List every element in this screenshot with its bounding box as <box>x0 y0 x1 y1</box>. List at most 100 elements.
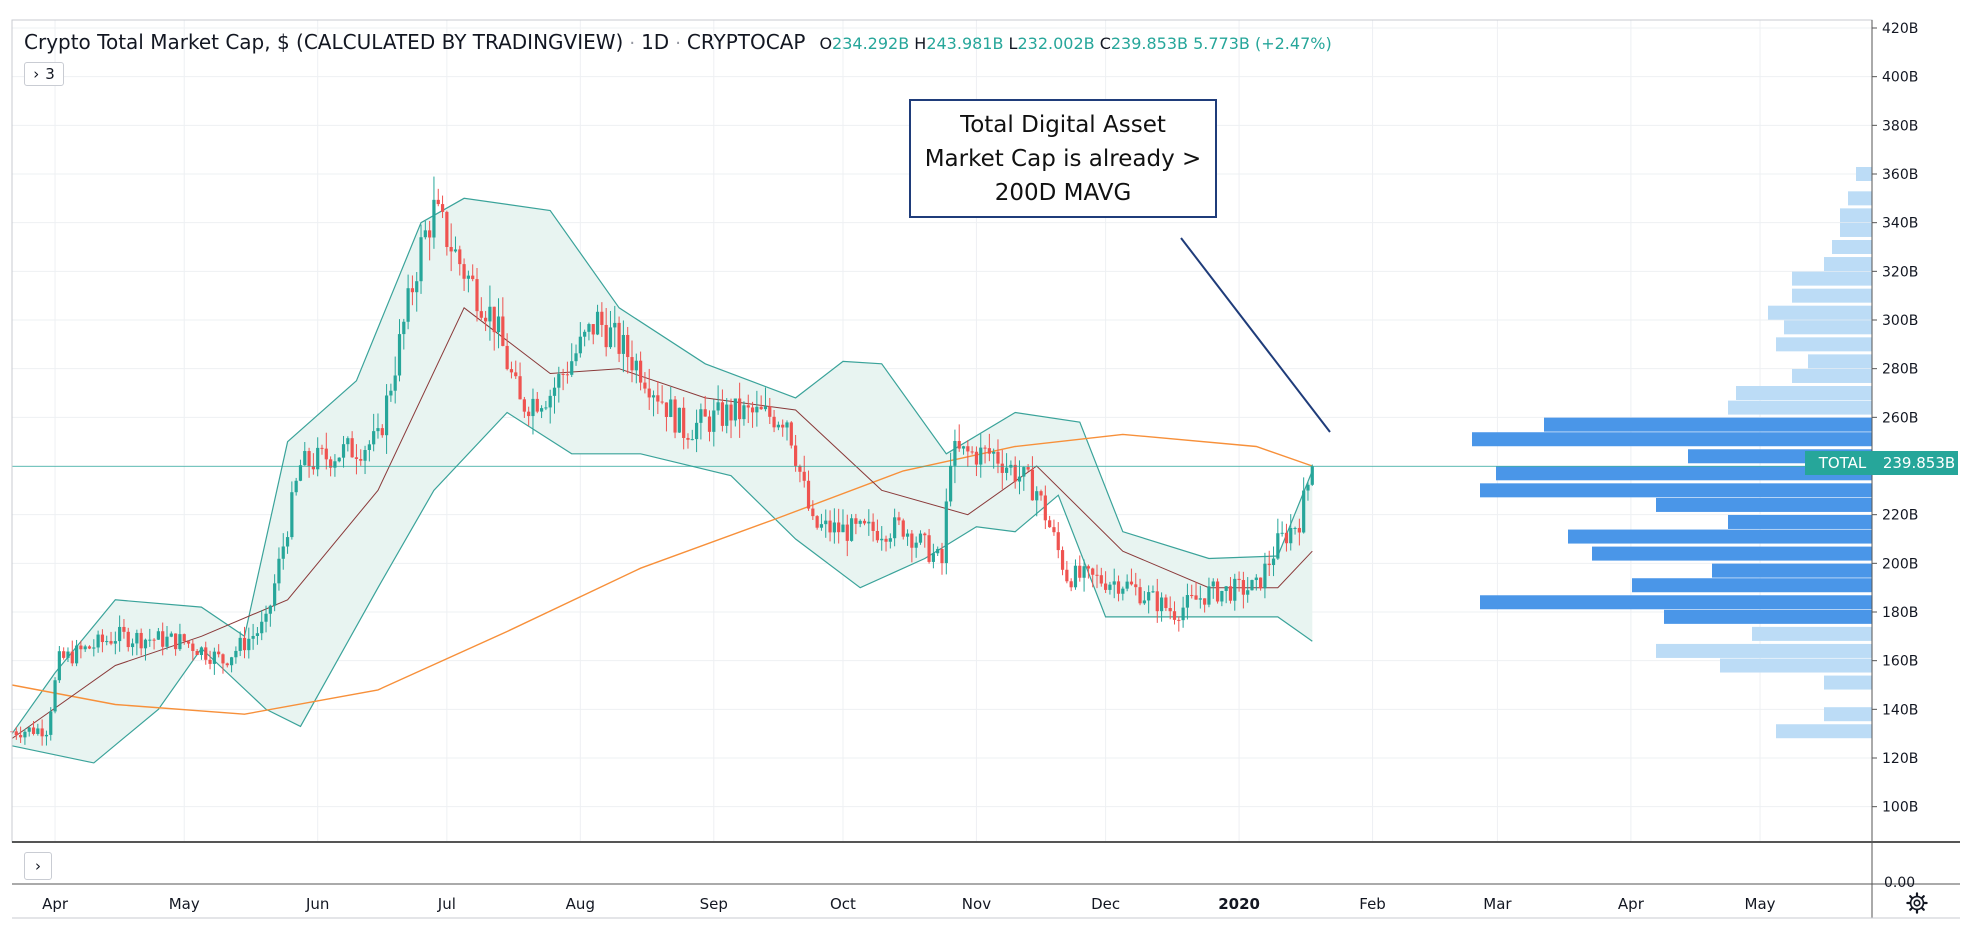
candle-body <box>910 533 914 548</box>
candle-body <box>944 501 948 564</box>
chart-settings-button[interactable] <box>1902 888 1932 918</box>
volume-profile-bar <box>1792 271 1872 286</box>
candle-body <box>350 438 354 458</box>
candle-body <box>423 230 427 238</box>
candle-body <box>914 542 918 548</box>
candle-body <box>363 450 367 461</box>
high-label: H <box>914 34 927 53</box>
high-value: 243.981B <box>926 34 1004 53</box>
candle-body <box>837 522 841 533</box>
last-price-tag: 239.853B <box>1880 451 1958 475</box>
candle-body <box>380 428 384 436</box>
candle-body <box>505 345 509 370</box>
candle-body <box>1035 491 1039 501</box>
candle-body <box>496 316 501 333</box>
candle-body <box>1181 607 1185 621</box>
candle-body <box>354 457 359 459</box>
volume-profile-bar <box>1824 257 1872 272</box>
volume-profile-bar <box>1544 417 1872 432</box>
close-value: 239.853B <box>1110 34 1189 53</box>
x-tick-label: Apr <box>1618 895 1645 913</box>
candle-body <box>1125 581 1129 589</box>
annotation-callout[interactable]: Total Digital Asset Market Cap is alread… <box>909 99 1217 218</box>
candle-body <box>1246 590 1250 595</box>
candle-body <box>918 533 923 543</box>
candle-body <box>707 416 712 432</box>
candle-body <box>1060 550 1065 570</box>
candle-body <box>1065 569 1069 582</box>
volume-profile-bar <box>1664 609 1872 624</box>
candle-body <box>1198 598 1202 600</box>
candle-body <box>1104 583 1108 590</box>
candle-body <box>475 279 479 312</box>
candle-body <box>1155 591 1159 612</box>
candle-body <box>100 634 105 643</box>
candle-body <box>23 731 27 738</box>
candle-body <box>221 654 225 664</box>
candle-body <box>1091 568 1095 575</box>
candle-body <box>755 406 759 413</box>
candle-body <box>1250 580 1254 591</box>
candle-body <box>583 331 587 337</box>
y-tick-label: 220B <box>1882 508 1918 524</box>
candle-body <box>673 399 677 433</box>
y-tick-label: 300B <box>1882 313 1918 329</box>
candle-body <box>294 480 298 493</box>
ohlc-values: O234.292B H243.981B L232.002B C239.853B … <box>819 34 1331 53</box>
exchange-label: CRYPTOCAP <box>686 30 806 54</box>
indicators-toggle-button[interactable]: › 3 <box>24 62 64 86</box>
x-tick-label: May <box>1745 895 1776 913</box>
candle-body <box>1151 591 1155 593</box>
candle-body <box>234 650 238 658</box>
close-label: C <box>1099 34 1111 53</box>
candle-body <box>1052 527 1056 533</box>
subpane-toggle-button[interactable]: › <box>24 852 52 880</box>
candle-body <box>1112 581 1116 585</box>
candle-body <box>1017 476 1022 482</box>
candle-body <box>849 518 854 541</box>
candle-body <box>113 641 117 644</box>
candle-body <box>195 650 199 655</box>
candle-body <box>488 306 492 322</box>
candle-body <box>931 553 935 562</box>
candle-body <box>346 438 350 445</box>
time-axis[interactable]: Apr May Jun Jul Aug Sep Oct Nov Dec 2020 Feb Mar Apr… <box>42 895 1776 913</box>
volume-profile-bar <box>1480 595 1872 610</box>
candle-body <box>1271 558 1276 566</box>
candle-body <box>307 451 311 467</box>
candle-body <box>36 728 40 734</box>
candle-body <box>501 316 505 346</box>
volume-profile-bar <box>1776 724 1872 739</box>
candle-body <box>428 230 432 238</box>
candle-body <box>578 336 582 354</box>
interval-label[interactable]: 1D <box>641 30 670 54</box>
candle-body <box>867 521 871 524</box>
candle-body <box>247 638 251 651</box>
candle-body <box>682 407 686 438</box>
x-tick-label: Apr <box>42 895 69 913</box>
price-axis[interactable]: 420B400B380B360B340B320B300B280B260B240B… <box>1872 21 1918 891</box>
candle-body <box>789 422 793 446</box>
open-label: O <box>819 34 833 53</box>
candle-body <box>987 448 991 454</box>
symbol-title[interactable]: Crypto Total Market Cap, $ (CALCULATED B… <box>24 30 624 54</box>
candle-body <box>600 311 604 325</box>
candle-body <box>1129 581 1134 585</box>
x-tick-label: May <box>169 895 200 913</box>
candle-body <box>445 211 449 247</box>
candle-body <box>1121 588 1125 594</box>
candle-body <box>733 398 737 421</box>
candle-body <box>983 447 987 449</box>
x-tick-label: Oct <box>830 895 856 913</box>
candle-body <box>290 492 294 538</box>
candle-body <box>824 520 828 525</box>
candle-body <box>544 407 548 409</box>
volume-profile-bar <box>1768 305 1872 320</box>
candle-body <box>484 317 488 322</box>
volume-profile-bar <box>1784 320 1872 335</box>
y-tick-label: 380B <box>1882 118 1918 134</box>
candle-body <box>901 520 905 537</box>
candle-body <box>212 651 216 664</box>
candle-body <box>841 524 845 533</box>
